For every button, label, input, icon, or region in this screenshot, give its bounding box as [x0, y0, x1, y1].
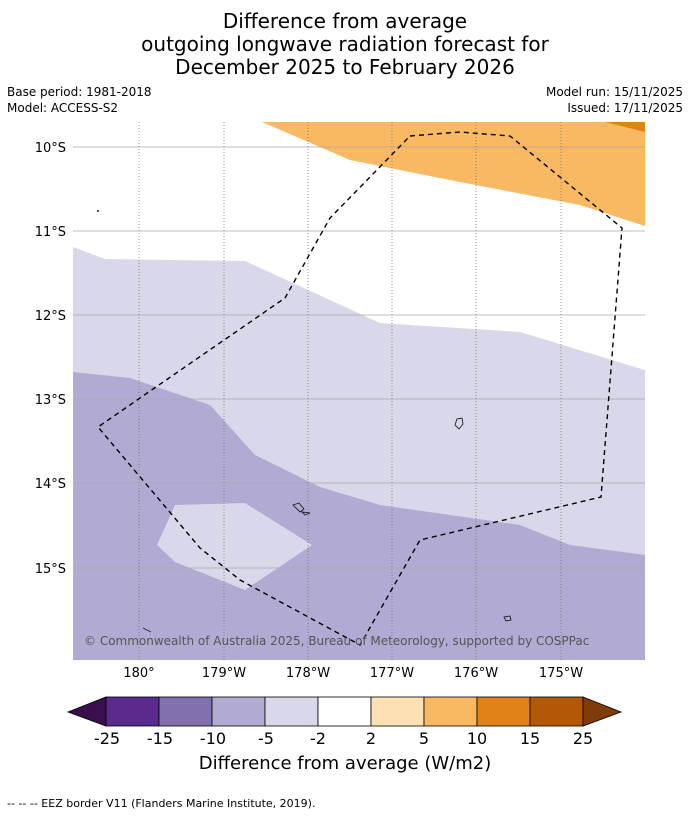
chart-title-line-1: Difference from average [222, 9, 468, 33]
colorbar-bin [423, 696, 478, 727]
lon-label: 179°W [202, 666, 246, 681]
island-icon [454, 417, 464, 430]
anomaly-region-minus5-to-minus10 [73, 372, 645, 660]
colorbar-tick-label: -15 [146, 729, 174, 748]
colorbar-bin [158, 696, 213, 727]
colorbar-tick-label: -10 [199, 729, 227, 748]
issued-text: Issued: 17/11/2025 [567, 101, 683, 115]
colorbar-tick-label: -5 [258, 729, 274, 748]
island-icon [292, 502, 305, 513]
lat-label: 13°S [35, 393, 66, 408]
colorbar-bin [264, 696, 319, 727]
island-outlines [96, 209, 512, 633]
map-plot-area: © Commonwealth of Australia 2025, Bureau… [73, 122, 645, 660]
island-icon [142, 627, 152, 633]
colorbar-tick-label: 15 [519, 729, 541, 748]
colorbar-tick-label: 5 [418, 729, 430, 748]
colorbar-bin [370, 696, 425, 727]
lon-label: 178°W [286, 666, 330, 681]
colorbar-tick-label: -25 [93, 729, 121, 748]
lat-label: 14°S [35, 477, 66, 492]
lon-label: 180° [123, 666, 154, 681]
island-icon [96, 209, 100, 213]
eez-border [96, 131, 623, 646]
copyright-text: © Commonwealth of Australia 2025, Bureau… [84, 634, 589, 648]
longitude-labels: 180° 179°W 178°W 177°W 176°W 175°W [123, 666, 583, 681]
colorbar-bin [529, 696, 584, 727]
colorbar-bin [211, 696, 266, 727]
colorbar-bin [105, 696, 160, 727]
lat-label: 11°S [35, 225, 66, 240]
chart-title-line-3: December 2025 to February 2026 [175, 55, 515, 79]
colorbar-bin [317, 696, 372, 727]
lon-label: 176°W [454, 666, 498, 681]
colorbar-title: Difference from average (W/m2) [198, 753, 492, 774]
lon-label: 175°W [539, 666, 583, 681]
lon-label: 177°W [370, 666, 414, 681]
anomaly-region-2-to-5 [262, 122, 645, 226]
lat-label: 12°S [35, 309, 66, 324]
base-period-text: Base period: 1981-2018 [7, 85, 152, 99]
colorbar [66, 696, 623, 727]
model-run-text: Model run: 15/11/2025 [545, 85, 683, 99]
colorbar-tick-label: -2 [310, 729, 326, 748]
colorbar-tick-label: 2 [365, 729, 377, 748]
latitude-gridlines [73, 146, 645, 569]
chart-title-line-2: outgoing longwave radiation forecast for [141, 32, 549, 56]
anomaly-region-5-to-10 [605, 122, 645, 132]
eez-legend-footnote: -- -- -- EEZ border V11 (Flanders Marine… [7, 797, 316, 810]
colorbar-bin [476, 696, 531, 727]
island-icon [300, 511, 311, 516]
colorbar-tick-label: 10 [466, 729, 488, 748]
lat-label: 10°S [35, 141, 66, 156]
latitude-labels: 10°S 11°S 12°S 13°S 14°S 15°S [35, 141, 66, 577]
colorbar-tick-label: 25 [572, 729, 594, 748]
model-text: Model: ACCESS-S2 [7, 101, 119, 115]
colorbar-extend-high [582, 696, 623, 727]
lat-label: 15°S [35, 562, 66, 577]
island-icon [503, 615, 512, 622]
colorbar-extend-low [66, 696, 107, 727]
